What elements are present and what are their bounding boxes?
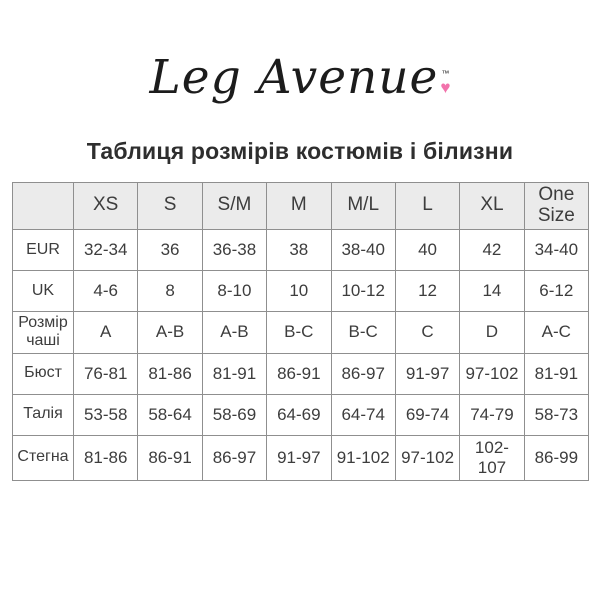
table-cell: 58-69: [201, 393, 268, 436]
table-cell: 97-102: [394, 434, 461, 481]
column-header-m: M: [266, 182, 332, 230]
table-cell: 81-91: [201, 352, 268, 395]
table-cell: 40: [394, 228, 461, 271]
row-label: Талія: [12, 393, 74, 436]
table-cell: 81-91: [523, 352, 590, 395]
table-row: Стегна 81-86 86-91 86-97 91-97 91-102 97-102 10…: [12, 434, 590, 481]
size-table-header: XS S S/M M M/L L XL One Size: [12, 182, 590, 230]
table-cell: A-B: [137, 310, 203, 354]
table-cell: 91-97: [266, 434, 332, 481]
table-cell: 81-86: [72, 434, 139, 481]
corner-cell: [12, 182, 74, 230]
brand-logo: Leg Avenue ™ ♥: [0, 0, 600, 120]
brand-logo-text: Leg Avenue: [149, 49, 439, 105]
column-header-s-m: S/M: [201, 182, 268, 230]
size-table-container: XS S S/M M M/L L XL One Size EUR 32-34 36 36-38 38 3…: [12, 182, 590, 481]
table-cell: 36-38: [201, 228, 268, 271]
column-header-m-l: M/L: [330, 182, 396, 230]
table-cell: 74-79: [459, 393, 525, 436]
table-cell: 69-74: [394, 393, 461, 436]
table-row: Розмір чаші A A-B A-B B-C B-C C D A-C: [12, 310, 590, 354]
table-cell: A-B: [201, 310, 268, 354]
table-cell: 6-12: [523, 269, 590, 312]
table-cell: 38-40: [330, 228, 396, 271]
table-cell: 10: [266, 269, 332, 312]
table-cell: 36: [137, 228, 203, 271]
table-row: Талія 53-58 58-64 58-69 64-69 64-74 69-74 74-79…: [12, 393, 590, 436]
table-cell: 10-12: [330, 269, 396, 312]
table-cell: 4-6: [72, 269, 139, 312]
table-row: Бюст 76-81 81-86 81-91 86-91 86-97 91-97 97-102…: [12, 352, 590, 395]
table-cell: 42: [459, 228, 525, 271]
row-label: EUR: [12, 228, 74, 271]
table-cell: 38: [266, 228, 332, 271]
table-cell: 86-91: [266, 352, 332, 395]
table-cell: 86-91: [137, 434, 203, 481]
header-row: XS S S/M M M/L L XL One Size: [12, 182, 590, 230]
table-cell: 86-97: [330, 352, 396, 395]
table-cell: 8: [137, 269, 203, 312]
row-label: Бюст: [12, 352, 74, 395]
table-cell: 64-69: [266, 393, 332, 436]
table-cell: 76-81: [72, 352, 139, 395]
heart-icon: ♥: [440, 78, 451, 97]
column-header-s: S: [137, 182, 203, 230]
row-label: UK: [12, 269, 74, 312]
column-header-xs: XS: [72, 182, 139, 230]
trademark-symbol: ™: [441, 69, 450, 78]
table-cell: 14: [459, 269, 525, 312]
table-cell: C: [394, 310, 461, 354]
column-header-xl: XL: [459, 182, 525, 230]
table-cell: 32-34: [72, 228, 139, 271]
column-header-one-size: One Size: [523, 182, 590, 230]
table-cell: 8-10: [201, 269, 268, 312]
table-cell: 97-102: [459, 352, 525, 395]
row-label: Стегна: [12, 434, 74, 481]
table-cell: 102-107: [459, 434, 525, 481]
table-row: UK 4-6 8 8-10 10 10-12 12 14 6-12: [12, 269, 590, 312]
table-cell: 86-97: [201, 434, 268, 481]
table-cell: 64-74: [330, 393, 396, 436]
table-cell: B-C: [330, 310, 396, 354]
table-cell: 58-73: [523, 393, 590, 436]
column-header-l: L: [394, 182, 461, 230]
table-cell: 53-58: [72, 393, 139, 436]
table-cell: 86-99: [523, 434, 590, 481]
table-cell: A: [72, 310, 139, 354]
brand-logo-mark: ™ ♥: [440, 69, 451, 97]
size-table: XS S S/M M M/L L XL One Size EUR 32-34 36 36-38 38 3…: [12, 182, 590, 481]
table-cell: 91-102: [330, 434, 396, 481]
size-table-body: EUR 32-34 36 36-38 38 38-40 40 42 34-40 UK 4-6 8 8-1…: [12, 228, 590, 481]
table-cell: 58-64: [137, 393, 203, 436]
table-cell: 34-40: [523, 228, 590, 271]
table-cell: B-C: [266, 310, 332, 354]
table-cell: 12: [394, 269, 461, 312]
table-cell: A-C: [523, 310, 590, 354]
table-cell: D: [459, 310, 525, 354]
page-title: Таблиця розмірів костюмів і білизни: [86, 138, 514, 164]
table-cell: 91-97: [394, 352, 461, 395]
table-row: EUR 32-34 36 36-38 38 38-40 40 42 34-40: [12, 228, 590, 271]
row-label: Розмір чаші: [12, 310, 74, 354]
table-cell: 81-86: [137, 352, 203, 395]
